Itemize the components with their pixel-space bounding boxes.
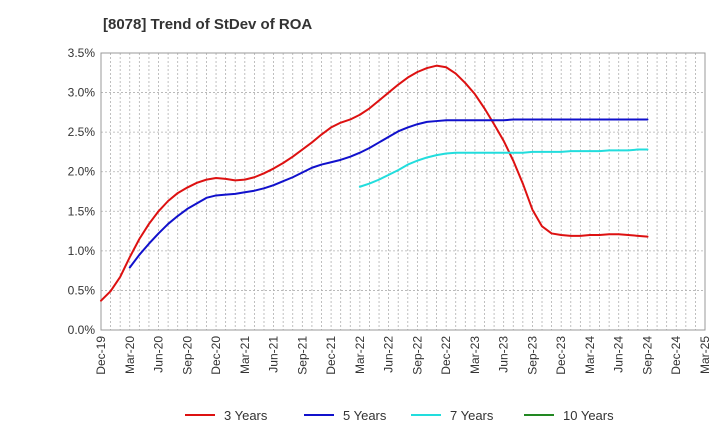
plot-background — [101, 53, 705, 330]
x-tick-label: Dec-24 — [669, 336, 683, 375]
x-tick-label: Sep-24 — [640, 336, 654, 375]
x-tick-label: Sep-21 — [295, 336, 309, 375]
x-tick-label: Mar-20 — [123, 336, 137, 374]
x-tick-label: Sep-23 — [525, 336, 539, 375]
x-tick-label: Dec-21 — [324, 336, 338, 375]
x-tick-label: Jun-21 — [267, 336, 281, 373]
x-tick-label: Dec-23 — [554, 336, 568, 375]
y-tick-label: 3.0% — [68, 86, 96, 100]
x-tick-label: Mar-22 — [353, 336, 367, 374]
legend: 3 Years 5 Years 7 Years 10 Years — [185, 408, 614, 423]
y-tick-label: 1.5% — [68, 204, 96, 218]
x-tick-label: Dec-19 — [94, 336, 108, 375]
series-line-3-years — [100, 64, 649, 302]
x-tick-label: Dec-22 — [439, 336, 453, 375]
legend-label: 5 Years — [343, 408, 387, 423]
y-tick-label: 3.5% — [68, 46, 96, 60]
series-lines — [100, 64, 649, 302]
x-tick-label: Jun-23 — [497, 336, 511, 373]
y-tick-label: 2.5% — [68, 125, 96, 139]
x-tick-label: Mar-25 — [698, 336, 712, 374]
x-tick-label: Mar-24 — [583, 336, 597, 374]
x-tick-label: Sep-22 — [410, 336, 424, 375]
x-tick-label: Jun-24 — [612, 336, 626, 373]
y-tick-label: 0.5% — [68, 283, 96, 297]
x-tick-label: Sep-20 — [180, 336, 194, 375]
x-axis: Dec-19 Mar-20 Jun-20 Sep-20 Dec-20 Mar-21 Jun-… — [94, 336, 712, 375]
plot-border — [100, 52, 706, 331]
legend-label: 7 Years — [450, 408, 494, 423]
y-tick-label: 2.0% — [68, 165, 96, 179]
legend-label: 10 Years — [563, 408, 614, 423]
series-line-5-years — [128, 118, 649, 269]
y-tick-label: 0.0% — [68, 323, 96, 337]
x-tick-label: Jun-20 — [152, 336, 166, 373]
x-tick-label: Mar-21 — [238, 336, 252, 374]
x-tick-label: Jun-22 — [382, 336, 396, 373]
y-axis: 0.0% 0.5% 1.0% 1.5% 2.0% 2.5% 3.0% 3.5% — [68, 46, 96, 337]
y-tick-label: 1.0% — [68, 244, 96, 258]
x-tick-label: Mar-23 — [468, 336, 482, 374]
chart-title: [8078] Trend of StDev of ROA — [103, 16, 313, 33]
legend-label: 3 Years — [224, 408, 268, 423]
series-line-7-years — [358, 148, 649, 188]
x-tick-label: Dec-20 — [209, 336, 223, 375]
